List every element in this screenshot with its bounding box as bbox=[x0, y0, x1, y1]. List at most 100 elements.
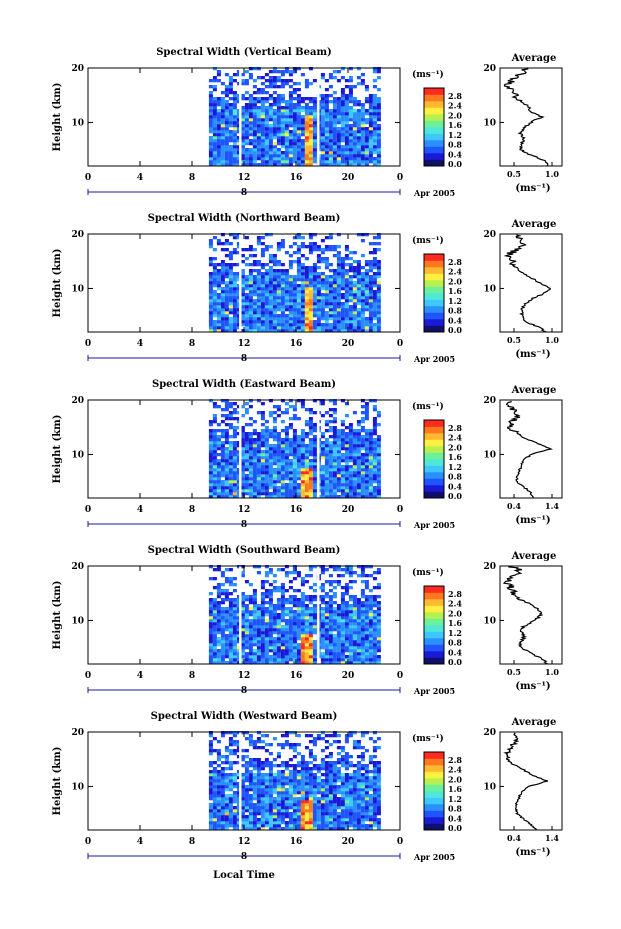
heatmap-cell bbox=[360, 465, 365, 469]
heatmap-cell bbox=[260, 411, 265, 415]
heatmap-cell bbox=[248, 444, 253, 448]
colorbar-swatch bbox=[424, 472, 444, 479]
heatmap-cell bbox=[268, 571, 273, 575]
heatmap-cell bbox=[268, 824, 273, 828]
heatmap-cell bbox=[328, 477, 333, 481]
heatmap-cell bbox=[336, 245, 341, 249]
heatmap-cell bbox=[240, 278, 245, 282]
heatmap-cell bbox=[352, 163, 357, 167]
heatmap-cell bbox=[344, 806, 349, 810]
heatmap-cell bbox=[288, 314, 293, 318]
heatmap-cell bbox=[308, 447, 313, 451]
heatmap-cell bbox=[292, 818, 297, 822]
heatmap-cell bbox=[344, 245, 349, 249]
heatmap-cell bbox=[304, 79, 309, 83]
heatmap-cell bbox=[252, 420, 257, 424]
heatmap-cell bbox=[264, 85, 269, 89]
heatmap-cell bbox=[208, 598, 213, 602]
heatmap-cell bbox=[328, 441, 333, 445]
heatmap-cell bbox=[284, 429, 289, 433]
heatmap-cell bbox=[280, 163, 285, 167]
heatmap-cell bbox=[220, 106, 225, 110]
heatmap-cell bbox=[224, 827, 229, 831]
heatmap-cell bbox=[288, 160, 293, 164]
heatmap-cell bbox=[304, 145, 309, 149]
heatmap-cell bbox=[220, 160, 225, 164]
heatmap-cell bbox=[360, 326, 365, 330]
heatmap-cell bbox=[372, 649, 377, 653]
heatmap-cell bbox=[232, 429, 237, 433]
heatmap-cell bbox=[332, 411, 337, 415]
heatmap-cell bbox=[232, 465, 237, 469]
heatmap-cell bbox=[260, 806, 265, 810]
heatmap-cell bbox=[332, 299, 337, 303]
heatmap-cell bbox=[300, 655, 305, 659]
heatmap-cell bbox=[360, 483, 365, 487]
heatmap-cell bbox=[356, 320, 361, 324]
heatmap-cell bbox=[320, 589, 325, 593]
heatmap-cell bbox=[356, 157, 361, 161]
heatmap-cell bbox=[328, 299, 333, 303]
heatmap-cell bbox=[224, 402, 229, 406]
heatmap-cell bbox=[208, 592, 213, 596]
heatmap-cell bbox=[272, 483, 277, 487]
heatmap-cell bbox=[368, 649, 373, 653]
heatmap-cell bbox=[336, 233, 341, 237]
heatmap-cell bbox=[356, 574, 361, 578]
heatmap-cell bbox=[236, 112, 241, 116]
heatmap-cell bbox=[308, 242, 313, 246]
heatmap-cell bbox=[256, 399, 261, 403]
heatmap-cell bbox=[224, 489, 229, 493]
heatmap-cell bbox=[316, 806, 321, 810]
heatmap-cell bbox=[376, 323, 381, 327]
heatmap-cell bbox=[220, 643, 225, 647]
heatmap-cell bbox=[280, 589, 285, 593]
heatmap-cell bbox=[352, 302, 357, 306]
average-x-tick-label: 0.4 bbox=[507, 501, 521, 511]
heatmap-cell bbox=[208, 643, 213, 647]
colorbar-swatch bbox=[424, 426, 444, 434]
heatmap-cell bbox=[224, 320, 229, 324]
heatmap-cell bbox=[320, 73, 325, 77]
heatmap-cell bbox=[216, 631, 221, 635]
heatmap-cell bbox=[332, 106, 337, 110]
heatmap-cell bbox=[224, 438, 229, 442]
heatmap-cell bbox=[332, 471, 337, 475]
heatmap-cell bbox=[264, 293, 269, 297]
heatmap-cell bbox=[276, 317, 281, 321]
heatmap-cell bbox=[284, 317, 289, 321]
heatmap-cell bbox=[304, 483, 309, 487]
heatmap-cell bbox=[296, 139, 301, 143]
heatmap-cell bbox=[308, 444, 313, 448]
heatmap-cell bbox=[288, 91, 293, 95]
heatmap-cell bbox=[224, 640, 229, 644]
heatmap-cell bbox=[328, 100, 333, 104]
heatmap-cell bbox=[284, 441, 289, 445]
heatmap-cell bbox=[328, 447, 333, 451]
heatmap-cell bbox=[268, 142, 273, 146]
heatmap-cell bbox=[304, 613, 309, 617]
heatmap-cell bbox=[372, 661, 377, 665]
heatmap-cell bbox=[236, 818, 241, 822]
heatmap-cell bbox=[240, 97, 245, 101]
heatmap-cell bbox=[268, 266, 273, 270]
heatmap-cell bbox=[244, 435, 249, 439]
heatmap-cell bbox=[216, 109, 221, 113]
heatmap-cell bbox=[300, 474, 305, 478]
heatmap-cell bbox=[372, 67, 377, 71]
heatmap-cell bbox=[340, 429, 345, 433]
average-y-tick-label: 20 bbox=[483, 230, 496, 240]
heatmap-cell bbox=[252, 85, 257, 89]
heatmap-cell bbox=[256, 631, 261, 635]
heatmap-cell bbox=[356, 109, 361, 113]
heatmap-cell bbox=[268, 311, 273, 315]
heatmap-cell bbox=[272, 631, 277, 635]
data-gap bbox=[239, 400, 242, 498]
average-y-tick-label: 10 bbox=[483, 284, 496, 294]
heatmap-cell bbox=[212, 643, 217, 647]
heatmap-cell bbox=[292, 106, 297, 110]
heatmap-cell bbox=[308, 115, 313, 119]
heatmap-cell bbox=[340, 109, 345, 113]
heatmap-cell bbox=[268, 435, 273, 439]
heatmap-cell bbox=[236, 275, 241, 279]
